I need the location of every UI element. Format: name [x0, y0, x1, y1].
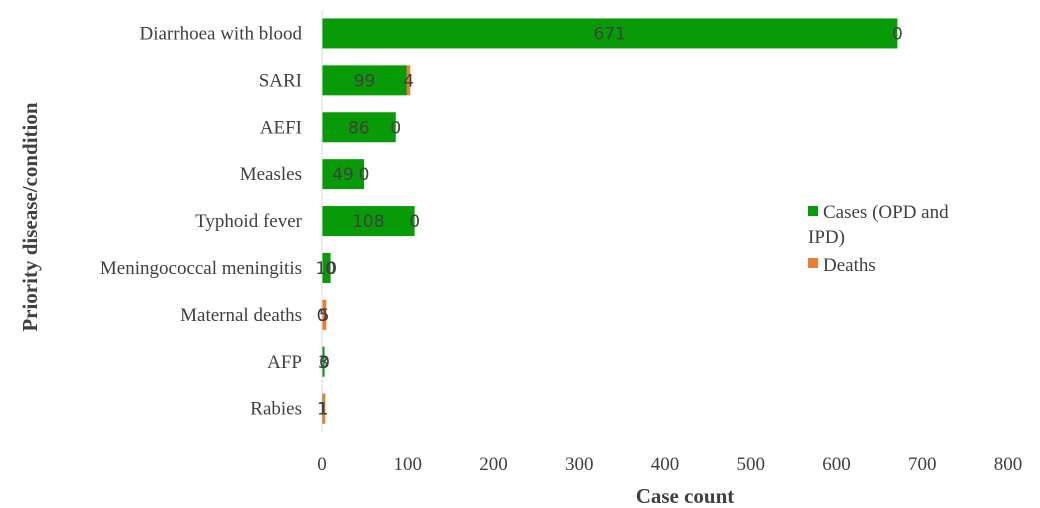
data-label-cases-opd-and-ipd-maternal-deaths: 0 — [317, 306, 328, 326]
data-label-cases-opd-and-ipd-aefi: 86 — [348, 118, 370, 138]
y-axis-title: Priority disease/condition — [18, 102, 42, 332]
category-labels: Diarrhoea with blood SARI AEFI Measles Typho… — [100, 23, 303, 419]
data-label-cases-opd-and-ipd-diarrhoea-with-blood: 671 — [593, 24, 625, 44]
data-label-deaths-aefi: 0 — [390, 118, 401, 138]
data-label-cases-opd-and-ipd-measles: 49 — [332, 165, 354, 185]
data-label-cases-opd-and-ipd-afp: 3 — [318, 353, 329, 373]
legend-label-deaths: Deaths — [823, 255, 876, 276]
category-label-measles: Measles — [240, 164, 302, 185]
bar-deaths-sari — [406, 65, 411, 96]
bar-cases-opd-and-ipd-afp — [322, 346, 325, 377]
data-label-cases-opd-and-ipd-typhoid-fever: 108 — [352, 212, 384, 232]
x-tick-500: 500 — [737, 454, 766, 475]
category-label-afp: AFP — [267, 352, 302, 373]
category-label-sari: SARI — [259, 70, 302, 91]
x-tick-labels: 0 100 200 300 400 500 600 700 800 — [317, 454, 1022, 475]
legend-swatch-deaths — [808, 258, 818, 268]
x-tick-700: 700 — [908, 454, 937, 475]
data-label-deaths-meningococcal-meningitis: 0 — [325, 259, 336, 279]
bar-cases-opd-and-ipd-aefi — [322, 112, 396, 143]
category-label-aefi: AEFI — [260, 117, 302, 138]
x-axis-title: Case count — [636, 484, 735, 508]
x-tick-200: 200 — [479, 454, 508, 475]
x-tick-0: 0 — [317, 454, 327, 475]
data-label-deaths-diarrhoea-with-blood: 0 — [892, 24, 903, 44]
x-tick-600: 600 — [822, 454, 851, 475]
x-tick-300: 300 — [565, 454, 594, 475]
category-label-diarrhoea-with-blood: Diarrhoea with blood — [139, 23, 302, 44]
data-label-deaths-maternal-deaths: 5 — [319, 306, 330, 326]
data-label-deaths-measles: 0 — [359, 165, 370, 185]
legend: Cases (OPD and IPD) Deaths — [808, 202, 949, 276]
data-label-deaths-typhoid-fever: 0 — [409, 212, 420, 232]
data-label-cases-opd-and-ipd-meningococcal-meningitis: 10 — [315, 259, 337, 279]
category-label-typhoid-fever: Typhoid fever — [195, 211, 303, 232]
legend-label-cases-opd-and-ipd: Cases (OPD and IPD) — [808, 202, 949, 248]
bar-deaths-maternal-deaths — [322, 299, 327, 330]
bar-cases-opd-and-ipd-measles — [322, 159, 365, 190]
bar-cases-opd-and-ipd-meningococcal-meningitis — [322, 252, 331, 283]
category-label-rabies: Rabies — [250, 399, 302, 420]
bar-cases-opd-and-ipd-sari — [322, 65, 407, 96]
data-label-cases-opd-and-ipd-rabies: 1 — [317, 400, 328, 420]
x-tick-100: 100 — [394, 454, 423, 475]
bar-cases-opd-and-ipd-typhoid-fever — [322, 206, 415, 237]
bars-layer — [322, 18, 898, 424]
x-tick-800: 800 — [994, 454, 1023, 475]
data-label-deaths-afp: 0 — [319, 353, 330, 373]
bar-deaths-rabies — [322, 393, 326, 424]
data-label-cases-opd-and-ipd-sari: 99 — [354, 71, 376, 91]
category-label-meningococcal-meningitis: Meningococcal meningitis — [100, 258, 302, 279]
legend-swatch-cases-opd-and-ipd — [808, 206, 818, 216]
bar-cases-opd-and-ipd-diarrhoea-with-blood — [322, 18, 898, 49]
data-label-deaths-sari: 4 — [403, 71, 414, 91]
x-tick-400: 400 — [651, 454, 680, 475]
category-label-maternal-deaths: Maternal deaths — [180, 305, 302, 326]
data-label-deaths-rabies: 1 — [318, 400, 329, 420]
